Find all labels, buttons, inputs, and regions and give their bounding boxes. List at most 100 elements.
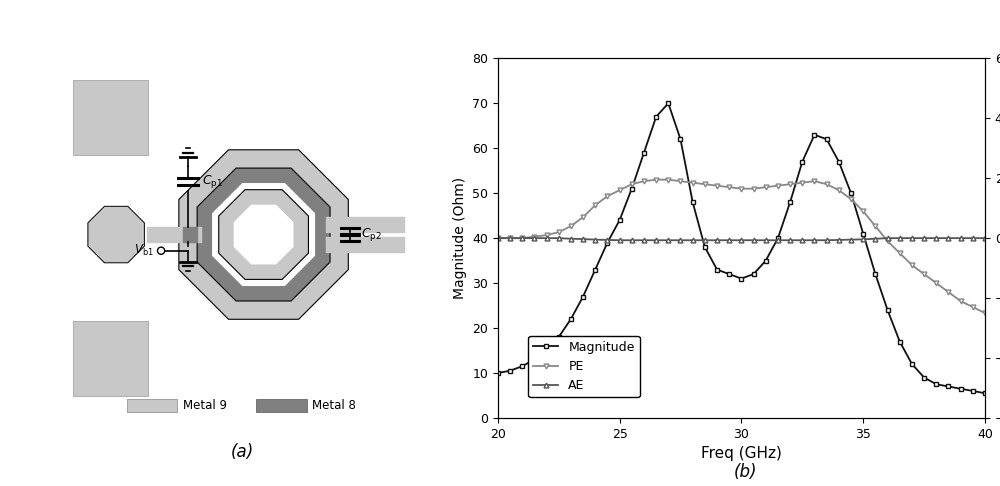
PE <box>833 187 845 193</box>
Magnitude <box>699 244 711 250</box>
AE <box>808 237 820 243</box>
PE <box>492 235 504 241</box>
Magnitude <box>784 199 796 205</box>
Magnitude <box>735 276 747 281</box>
PE <box>687 180 699 186</box>
PE <box>553 229 565 235</box>
Bar <box>127 399 177 412</box>
AE <box>796 237 808 243</box>
Text: Metal 8: Metal 8 <box>312 399 356 412</box>
Y-axis label: Magnitude (Ohm): Magnitude (Ohm) <box>453 177 467 299</box>
PE <box>845 196 857 202</box>
PE <box>857 208 869 214</box>
AE <box>711 237 723 243</box>
Magnitude <box>942 383 954 389</box>
AE <box>516 235 528 241</box>
PE <box>589 202 601 208</box>
AE <box>662 237 674 243</box>
PE <box>784 181 796 187</box>
Magnitude <box>918 375 930 381</box>
Magnitude <box>601 240 613 245</box>
PE <box>662 177 674 183</box>
AE <box>918 235 930 241</box>
PE <box>894 250 906 256</box>
AE <box>687 237 699 243</box>
Magnitude <box>821 136 833 142</box>
AE <box>955 235 967 241</box>
PE <box>565 223 577 229</box>
Text: $C_\mathrm{p2}$: $C_\mathrm{p2}$ <box>361 226 382 243</box>
Polygon shape <box>234 205 293 264</box>
AE <box>528 235 540 241</box>
Polygon shape <box>179 150 348 319</box>
Text: $C_\mathrm{p1}$: $C_\mathrm{p1}$ <box>202 173 223 190</box>
PE <box>601 193 613 199</box>
AE <box>906 235 918 241</box>
PE <box>711 183 723 189</box>
AE <box>869 236 881 242</box>
Magnitude <box>650 114 662 120</box>
Magnitude <box>967 388 979 394</box>
Magnitude <box>808 132 820 138</box>
Polygon shape <box>88 206 144 263</box>
Magnitude <box>857 231 869 237</box>
AE <box>967 235 979 241</box>
AE <box>882 235 894 241</box>
AE <box>748 237 760 243</box>
AE <box>894 235 906 241</box>
Magnitude <box>748 271 760 277</box>
Magnitude <box>955 386 967 392</box>
Magnitude <box>674 136 686 142</box>
Magnitude <box>516 364 528 369</box>
AE <box>930 235 942 241</box>
Magnitude <box>772 235 784 241</box>
AE <box>723 237 735 243</box>
Text: (b): (b) <box>733 463 757 481</box>
PE <box>674 178 686 184</box>
PE <box>748 186 760 191</box>
PE <box>735 186 747 191</box>
AE <box>845 237 857 243</box>
Line: Magnitude: Magnitude <box>495 101 987 396</box>
AE <box>674 237 686 243</box>
Magnitude <box>796 159 808 165</box>
Magnitude <box>565 316 577 322</box>
AE <box>589 237 601 243</box>
Magnitude <box>492 370 504 376</box>
AE <box>504 235 516 241</box>
AE <box>772 237 784 243</box>
PE <box>955 298 967 304</box>
PE <box>760 184 772 190</box>
PE <box>930 280 942 286</box>
AE <box>638 237 650 243</box>
PE <box>942 289 954 295</box>
AE <box>699 237 711 243</box>
Magnitude <box>930 382 942 387</box>
PE <box>882 238 894 244</box>
PE <box>504 235 516 241</box>
Magnitude <box>553 334 565 340</box>
Magnitude <box>760 258 772 263</box>
Magnitude <box>894 339 906 345</box>
Polygon shape <box>212 183 315 286</box>
Magnitude <box>614 217 626 223</box>
Text: Metal 9: Metal 9 <box>183 399 227 412</box>
PE <box>638 178 650 184</box>
PE <box>821 181 833 187</box>
AE <box>492 235 504 241</box>
AE <box>784 237 796 243</box>
PE <box>967 304 979 310</box>
AE <box>577 236 589 242</box>
PE <box>699 181 711 187</box>
PE <box>577 214 589 220</box>
Circle shape <box>157 247 165 254</box>
AE <box>553 235 565 241</box>
PE <box>772 183 784 189</box>
PE <box>906 262 918 268</box>
Magnitude <box>638 150 650 156</box>
PE <box>918 271 930 277</box>
AE <box>541 235 553 241</box>
Magnitude <box>504 368 516 374</box>
PE <box>869 223 881 229</box>
AE <box>821 237 833 243</box>
